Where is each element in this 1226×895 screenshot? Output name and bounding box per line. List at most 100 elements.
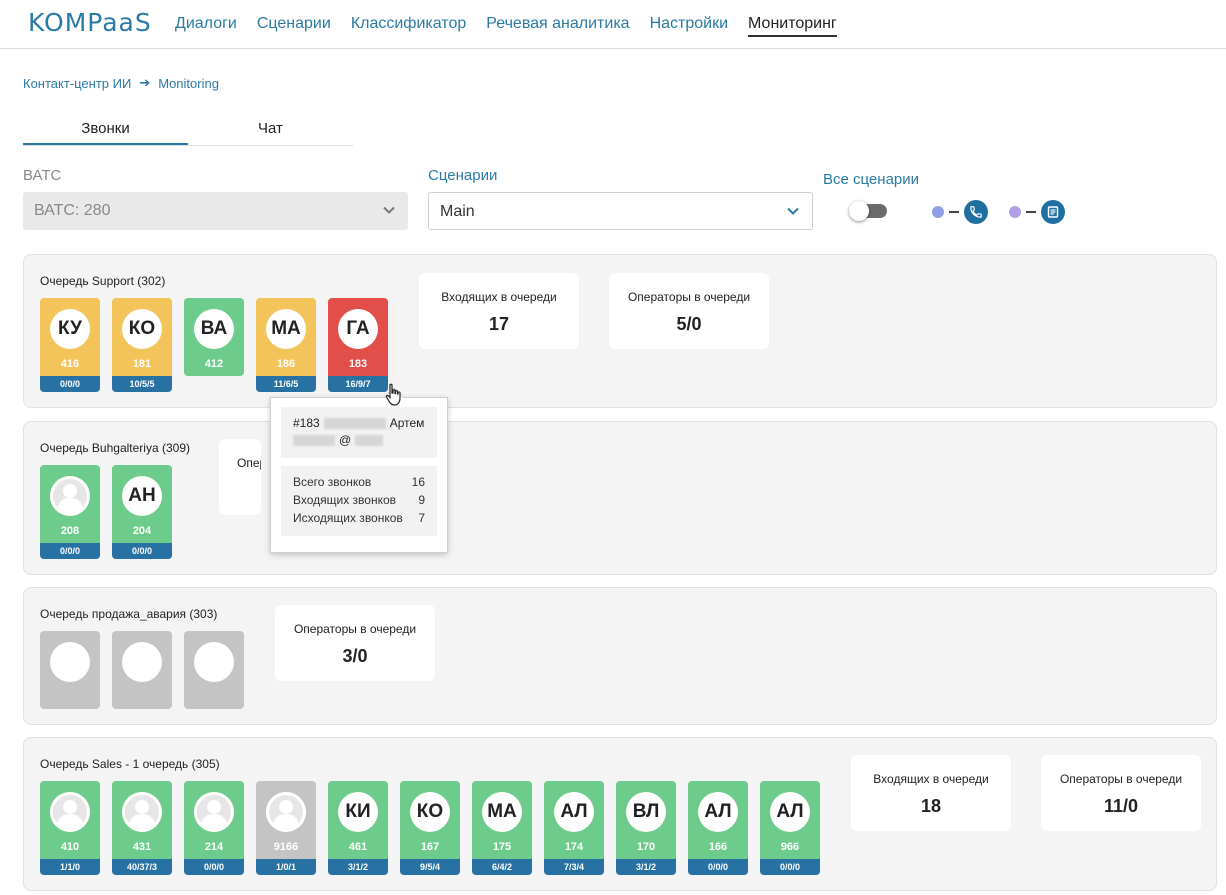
queue-stat-card: Операторы в очереди 11/0 [1041, 755, 1201, 831]
legend-dot [1009, 206, 1021, 218]
stat-card-title: Операторы в очереди [1059, 772, 1183, 786]
operator-initials: КИ [338, 792, 378, 832]
queue-title: Очередь Sales - 1 очередь (305) [40, 757, 220, 771]
stat-card-value: 11/0 [1103, 796, 1139, 816]
operator-extension: 461 [348, 841, 368, 853]
operator-tile[interactable]: КО 181 10/5/5 [112, 298, 172, 392]
operator-tile[interactable]: ГА 183 16/9/7 [328, 298, 388, 392]
user-avatar-icon [194, 792, 234, 832]
queue-panel: Очередь Sales - 1 очередь (305) 410 1/1/0 4… [23, 737, 1217, 891]
operator-tile[interactable]: МА 175 6/4/2 [472, 781, 532, 875]
operator-tile[interactable]: КО 167 9/5/4 [400, 781, 460, 875]
operator-tile[interactable]: МА 186 11/6/5 [256, 298, 316, 392]
operator-initials: ГА [338, 309, 378, 349]
legend-dash [949, 211, 959, 213]
operator-initials: АЛ [698, 792, 738, 832]
operator-list: КУ 416 0/0/0 КО 181 10/5/5 ВА 412 МА 186 11/6/5 ГА 1… [40, 298, 388, 392]
stat-card-title: Операторы в очереди [627, 290, 751, 304]
breadcrumb-root[interactable]: Контакт-центр ИИ [23, 75, 132, 91]
operator-call-stats: 6/4/2 [472, 859, 532, 875]
operator-call-stats: 0/0/0 [40, 376, 100, 392]
operator-tile[interactable]: 431 40/37/3 [112, 781, 172, 875]
operator-initials: КУ [50, 309, 90, 349]
operator-tile[interactable]: ВА 412 [184, 298, 244, 376]
operator-tile[interactable]: АЛ 166 0/0/0 [688, 781, 748, 875]
scenarios-label: Сценарии [428, 167, 498, 184]
operator-tile[interactable]: АН 204 0/0/0 [112, 465, 172, 559]
breadcrumb: Контакт-центр ИИ ➔ Monitoring [23, 75, 219, 91]
nav-settings[interactable]: Настройки [649, 15, 729, 32]
operator-call-stats: 9/5/4 [400, 859, 460, 875]
nav-classifier[interactable]: Классификатор [350, 15, 467, 32]
operator-tile[interactable]: АЛ 174 7/3/4 [544, 781, 604, 875]
chevron-down-icon [787, 207, 799, 215]
operator-tile[interactable]: 410 1/1/0 [40, 781, 100, 875]
tooltip-operator-name: Артем [389, 416, 425, 430]
operator-call-stats: 1/1/0 [40, 859, 100, 875]
tab-chat[interactable]: Чат [258, 120, 283, 137]
stat-card-value: 18 [920, 796, 942, 816]
queue-panel: Очередь Support (302) КУ 416 0/0/0 КО 181 10/5… [23, 254, 1217, 408]
tooltip-operator-id: #183 [293, 416, 320, 430]
scenarios-select[interactable]: Main [428, 192, 813, 230]
tooltip-stats: Всего звонков 16 Входящих звонков 9 Исходя… [281, 466, 437, 536]
queue-stat-card: Входящих в очереди 18 [851, 755, 1011, 831]
operator-tile[interactable]: 208 0/0/0 [40, 465, 100, 559]
tooltip-row-value: 7 [418, 511, 425, 525]
top-bar: KOMPaaS Диалоги Сценарии Классификатор Р… [0, 0, 1226, 49]
operator-tile[interactable]: КУ 416 0/0/0 [40, 298, 100, 392]
nav-monitoring[interactable]: Мониторинг [748, 15, 837, 37]
tooltip-row-value: 16 [411, 475, 425, 489]
operator-initials: АН [122, 476, 162, 516]
stat-card-title: Входящих в очереди [873, 772, 989, 786]
logo[interactable]: KOMPaaS [28, 8, 152, 37]
operator-extension: 966 [780, 841, 800, 853]
queue-panel: Очередь Buhgalteriya (309) 208 0/0/0 АН 204 0… [23, 421, 1217, 575]
tooltip-header: #183 Артем @ [281, 407, 437, 458]
operator-extension: 416 [60, 358, 80, 370]
operator-tile[interactable]: 9166 1/0/1 [256, 781, 316, 875]
operator-tile[interactable]: АЛ 966 0/0/0 [760, 781, 820, 875]
user-avatar-icon [50, 476, 90, 516]
nav-speech-analytics[interactable]: Речевая аналитика [486, 15, 630, 32]
operator-call-stats: 7/3/4 [544, 859, 604, 875]
operator-tile[interactable]: 214 0/0/0 [184, 781, 244, 875]
operator-tooltip: #183 Артем @ Всего звонков 16 Входящих зво… [270, 397, 448, 553]
operator-tile[interactable]: КИ 461 3/1/2 [328, 781, 388, 875]
queue-stat-card: Операторы в очереди 3/0 [275, 605, 435, 681]
operator-extension: 214 [204, 841, 224, 853]
redacted-text [355, 435, 384, 447]
tooltip-row-label: Исходящих звонков [293, 511, 403, 525]
nav-dialogs[interactable]: Диалоги [175, 15, 237, 32]
redacted-text [293, 435, 335, 447]
tab-calls[interactable]: Звонки [23, 117, 188, 145]
operator-tile[interactable] [112, 631, 172, 709]
queue-title: Очередь Buhgalteriya (309) [40, 441, 190, 455]
avatar-placeholder [194, 642, 234, 682]
operator-call-stats: 3/1/2 [616, 859, 676, 875]
operator-tile[interactable] [184, 631, 244, 709]
operator-call-stats: 11/6/5 [256, 376, 316, 392]
queue-panel: Очередь продажа_авария (303) Операторы в … [23, 587, 1217, 725]
vats-select[interactable]: ВАТС: 280 [23, 192, 408, 230]
operator-tile[interactable] [40, 631, 100, 709]
nav-scenarios[interactable]: Сценарии [256, 15, 331, 32]
operator-call-stats: 1/0/1 [256, 859, 316, 875]
queue-title: Очередь продажа_авария (303) [40, 607, 218, 621]
legend-calls [932, 200, 988, 224]
operator-initials: АЛ [770, 792, 810, 832]
operator-initials: КО [410, 792, 450, 832]
operator-list: 410 1/1/0 431 40/37/3 214 0/0/0 9166 1/0/1 КИ 461… [40, 781, 820, 875]
all-scenarios-toggle[interactable] [849, 201, 887, 221]
operator-initials: АЛ [554, 792, 594, 832]
tooltip-row: Входящих звонков 9 [293, 491, 425, 509]
legend-dot [932, 206, 944, 218]
operator-tile[interactable]: ВЛ 170 3/1/2 [616, 781, 676, 875]
phone-icon [964, 200, 988, 224]
operator-extension: 431 [132, 841, 152, 853]
operator-extension: 167 [420, 841, 440, 853]
queue-title: Очередь Support (302) [40, 274, 166, 288]
user-avatar-icon [50, 792, 90, 832]
stat-card-title: Входящих в очереди [441, 290, 557, 304]
operator-call-stats: 10/5/5 [112, 376, 172, 392]
